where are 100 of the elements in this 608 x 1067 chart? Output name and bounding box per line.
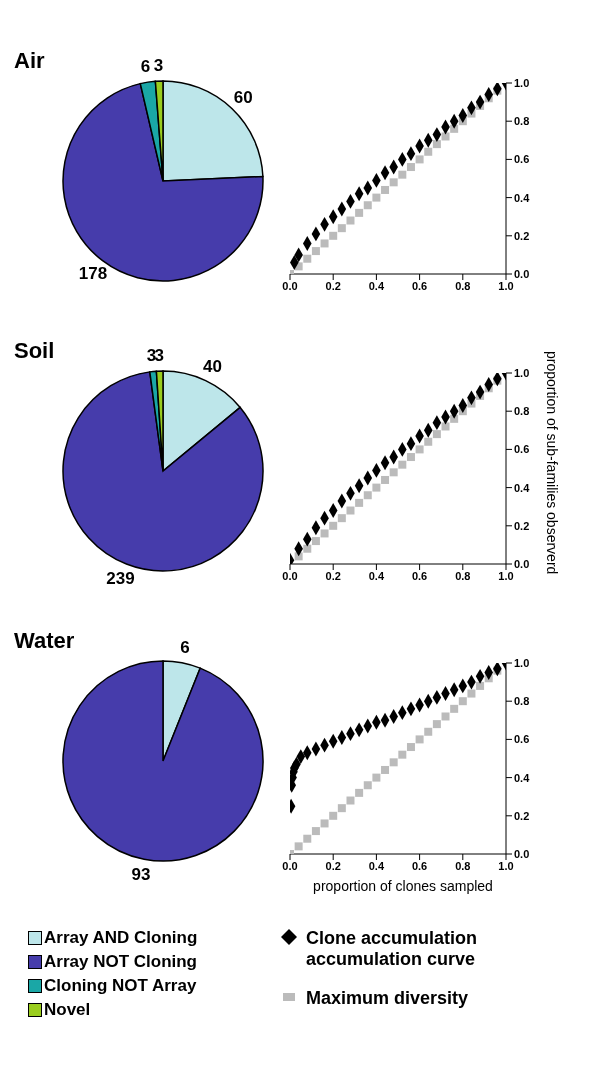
point [337,514,346,523]
y-tick-label: 0.6 [514,153,530,166]
legend-label: Cloning NOT Array [44,976,197,996]
point [346,796,355,805]
y-tick-label: 0.6 [514,733,530,746]
point [363,781,372,790]
point [432,720,441,729]
x-tick-label: 0.4 [368,279,385,292]
y-tick-label: 0.4 [514,771,531,784]
point [424,147,433,156]
y-tick-label: 1.0 [514,366,530,379]
y-tick-label: 0.4 [514,191,531,204]
x-tick-label: 1.0 [498,859,514,872]
point [329,521,338,530]
point [467,689,476,698]
chart-title: Soil [14,338,55,364]
x-tick-label: 0.0 [282,279,298,292]
x-tick-label: 0.0 [282,859,298,872]
point [450,704,459,713]
point [320,819,329,828]
x-tick-label: 0.2 [325,859,341,872]
x-tick-label: 0.8 [455,859,471,872]
point [476,681,485,690]
legend-label: Clone accumulation accumulation curve [306,928,479,970]
point [432,140,441,149]
x-tick-label: 1.0 [498,569,514,582]
point [372,773,381,782]
x-tick-label: 0.6 [411,569,428,582]
data-label: 60 [233,87,253,107]
y-tick-label: 0.8 [514,405,530,418]
point [337,224,346,233]
point [398,170,407,179]
point [415,155,424,164]
data-label: 239 [106,569,135,589]
point [424,727,433,736]
point [311,827,320,836]
point [415,735,424,744]
y-tick-label: 0.0 [514,847,530,860]
point [424,437,433,446]
data-label: 6 [180,637,190,657]
data-label: 6 [140,56,151,76]
point [303,834,312,843]
point [406,163,415,172]
x-tick-label: 0.6 [411,859,428,872]
point [346,506,355,515]
point [389,758,398,767]
point [398,460,407,469]
x-tick-label: 0.8 [455,569,471,582]
point [441,132,450,141]
point [329,231,338,240]
point [329,811,338,820]
pie-slice [62,82,264,282]
point [346,216,355,225]
legend-label: Maximum diversity [306,988,470,1009]
point [441,422,450,431]
x-tick-label: 0.2 [325,569,341,582]
x-tick-label: 1.0 [498,279,514,292]
point [363,491,372,500]
y-tick-label: 0.2 [514,809,530,822]
legend-label: Novel [44,1000,91,1020]
point [320,529,329,538]
y-tick-label: 0.4 [514,481,531,494]
x-tick-label: 0.4 [368,859,385,872]
point [311,247,320,256]
x-tick-label: 0.4 [368,569,385,582]
point [372,483,381,492]
y-tick-label: 0.6 [514,443,530,456]
point [337,804,346,813]
y-tick-label: 1.0 [514,656,530,669]
data-label: 93 [131,865,151,885]
point [398,750,407,759]
point [372,193,381,202]
point [355,208,364,217]
point [381,475,390,484]
pie-slice [62,371,264,572]
point [406,743,415,752]
legend-label: Array AND Cloning [44,928,198,948]
data-label: 3 [146,346,157,366]
chart-title: Air [14,48,45,74]
y-tick-label: 0.2 [514,519,530,532]
point [458,697,467,706]
point [355,498,364,507]
point [406,453,415,462]
point [381,765,390,774]
point [311,537,320,546]
point [381,185,390,194]
point [415,445,424,454]
point [294,842,303,851]
point [389,468,398,477]
point [303,544,312,553]
point [432,430,441,439]
point [303,254,312,263]
y-tick-label: 0.0 [514,557,530,570]
point [363,201,372,210]
x-tick-label: 0.8 [455,279,471,292]
point [320,239,329,248]
point [389,178,398,187]
chart-title: Water [14,628,75,654]
y-tick-label: 0.8 [514,695,530,708]
point [355,788,364,797]
